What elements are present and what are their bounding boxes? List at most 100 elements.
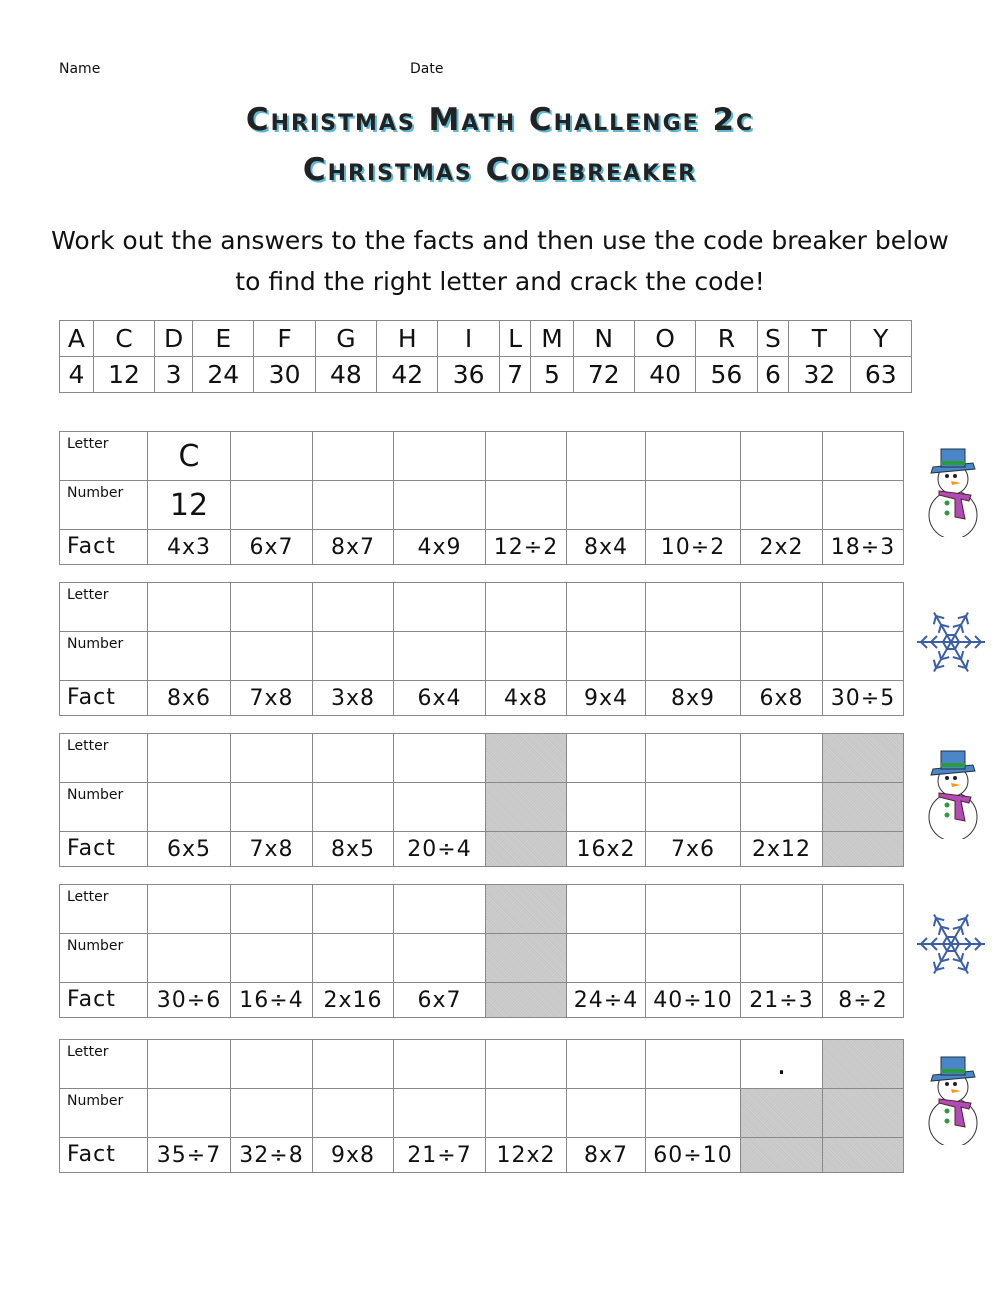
- number-cell[interactable]: [566, 782, 646, 832]
- number-cell[interactable]: [312, 933, 394, 983]
- number-cell[interactable]: [740, 782, 823, 832]
- letter-cell[interactable]: [822, 884, 904, 934]
- fact-cell: 3x8: [312, 680, 394, 716]
- code-letter-cell: G: [314, 320, 378, 357]
- letter-cell[interactable]: [312, 431, 394, 481]
- number-cell[interactable]: [312, 782, 394, 832]
- number-cell[interactable]: [645, 631, 741, 681]
- letter-cell[interactable]: [740, 582, 823, 632]
- number-cell[interactable]: [147, 631, 231, 681]
- code-number-cell: 32: [788, 356, 851, 393]
- shaded-cell: [822, 733, 904, 783]
- letter-cell[interactable]: [147, 733, 231, 783]
- number-cell[interactable]: [485, 631, 567, 681]
- number-cell[interactable]: [393, 1088, 486, 1138]
- letter-cell[interactable]: [393, 884, 486, 934]
- letter-cell[interactable]: [393, 1039, 486, 1089]
- letter-cell[interactable]: [312, 733, 394, 783]
- letter-cell[interactable]: [393, 431, 486, 481]
- letter-cell[interactable]: [566, 431, 646, 481]
- letter-cell[interactable]: [147, 884, 231, 934]
- letter-cell[interactable]: [485, 431, 567, 481]
- number-cell[interactable]: [740, 631, 823, 681]
- letter-cell[interactable]: [740, 431, 823, 481]
- number-cell[interactable]: [645, 782, 741, 832]
- number-cell[interactable]: [147, 933, 231, 983]
- number-cell[interactable]: 12: [147, 480, 231, 530]
- letter-cell[interactable]: [645, 431, 741, 481]
- letter-cell[interactable]: [312, 1039, 394, 1089]
- letter-cell[interactable]: [822, 582, 904, 632]
- letter-cell[interactable]: [147, 582, 231, 632]
- letter-cell[interactable]: [312, 582, 394, 632]
- letter-cell[interactable]: [822, 431, 904, 481]
- letter-cell[interactable]: [566, 884, 646, 934]
- code-letter-cell: S: [756, 320, 790, 357]
- number-cell[interactable]: [312, 1088, 394, 1138]
- letter-cell[interactable]: [566, 582, 646, 632]
- number-cell[interactable]: [485, 480, 567, 530]
- number-cell[interactable]: [740, 480, 823, 530]
- number-cell[interactable]: [147, 1088, 231, 1138]
- number-cell[interactable]: [147, 782, 231, 832]
- letter-cell[interactable]: [230, 431, 313, 481]
- letter-cell[interactable]: [230, 582, 313, 632]
- number-cell[interactable]: [230, 1088, 313, 1138]
- letter-cell[interactable]: [147, 1039, 231, 1089]
- number-cell[interactable]: [645, 933, 741, 983]
- number-cell[interactable]: [822, 933, 904, 983]
- letter-cell[interactable]: [645, 582, 741, 632]
- number-cell[interactable]: [393, 631, 486, 681]
- code-letter-cell: A: [59, 320, 94, 357]
- date-label: Date: [410, 61, 444, 77]
- number-cell[interactable]: [822, 480, 904, 530]
- title-line-2: Christmas Codebreaker: [302, 152, 698, 188]
- fact-cell: 8x5: [312, 831, 394, 867]
- letter-cell[interactable]: [230, 1039, 313, 1089]
- letter-cell[interactable]: [740, 733, 823, 783]
- letter-cell[interactable]: [230, 733, 313, 783]
- fact-cell: 6x7: [393, 982, 486, 1018]
- letter-cell[interactable]: [393, 733, 486, 783]
- number-cell[interactable]: [393, 933, 486, 983]
- letter-cell[interactable]: [566, 1039, 646, 1089]
- fact-cell: 12÷2: [485, 529, 567, 565]
- letter-cell[interactable]: [485, 1039, 567, 1089]
- number-cell[interactable]: [393, 480, 486, 530]
- code-letter-cell: L: [498, 320, 532, 357]
- letter-cell[interactable]: [312, 884, 394, 934]
- fact-cell: 12x2: [485, 1137, 567, 1173]
- letter-cell[interactable]: [393, 582, 486, 632]
- letter-cell[interactable]: .: [740, 1039, 823, 1089]
- letter-cell[interactable]: [645, 733, 741, 783]
- letter-cell[interactable]: [566, 733, 646, 783]
- puzzle-table: Letter C Number 12 Fact 4x3 6x7 8x7 4x9 12÷2 8x4 10…: [59, 431, 904, 565]
- number-cell[interactable]: [485, 1088, 567, 1138]
- letter-cell[interactable]: [645, 884, 741, 934]
- fact-row-label: Fact: [59, 680, 148, 716]
- number-cell[interactable]: [740, 933, 823, 983]
- number-cell[interactable]: [645, 1088, 741, 1138]
- letter-cell[interactable]: [740, 884, 823, 934]
- number-cell[interactable]: [822, 631, 904, 681]
- number-cell[interactable]: [230, 631, 313, 681]
- number-cell[interactable]: [393, 782, 486, 832]
- number-cell[interactable]: [566, 933, 646, 983]
- number-cell[interactable]: [312, 631, 394, 681]
- number-cell[interactable]: [566, 480, 646, 530]
- number-cell[interactable]: [230, 933, 313, 983]
- letter-cell[interactable]: [485, 582, 567, 632]
- letter-cell[interactable]: C: [147, 431, 231, 481]
- fact-cell: 7x6: [645, 831, 741, 867]
- number-cell[interactable]: [230, 480, 313, 530]
- fact-row: Fact 6x5 7x8 8x5 20÷4 16x2 7x6 2x12: [59, 831, 904, 867]
- number-cell[interactable]: [230, 782, 313, 832]
- letter-cell[interactable]: [645, 1039, 741, 1089]
- code-letter-cell: E: [192, 320, 255, 357]
- letter-cell[interactable]: [230, 884, 313, 934]
- number-cell[interactable]: [645, 480, 741, 530]
- number-cell[interactable]: [566, 1088, 646, 1138]
- number-cell[interactable]: [566, 631, 646, 681]
- code-number-row: 4 12 3 24 30 48 42 36 7 5 72 40 56 6 32 63: [59, 356, 913, 393]
- number-cell[interactable]: [312, 480, 394, 530]
